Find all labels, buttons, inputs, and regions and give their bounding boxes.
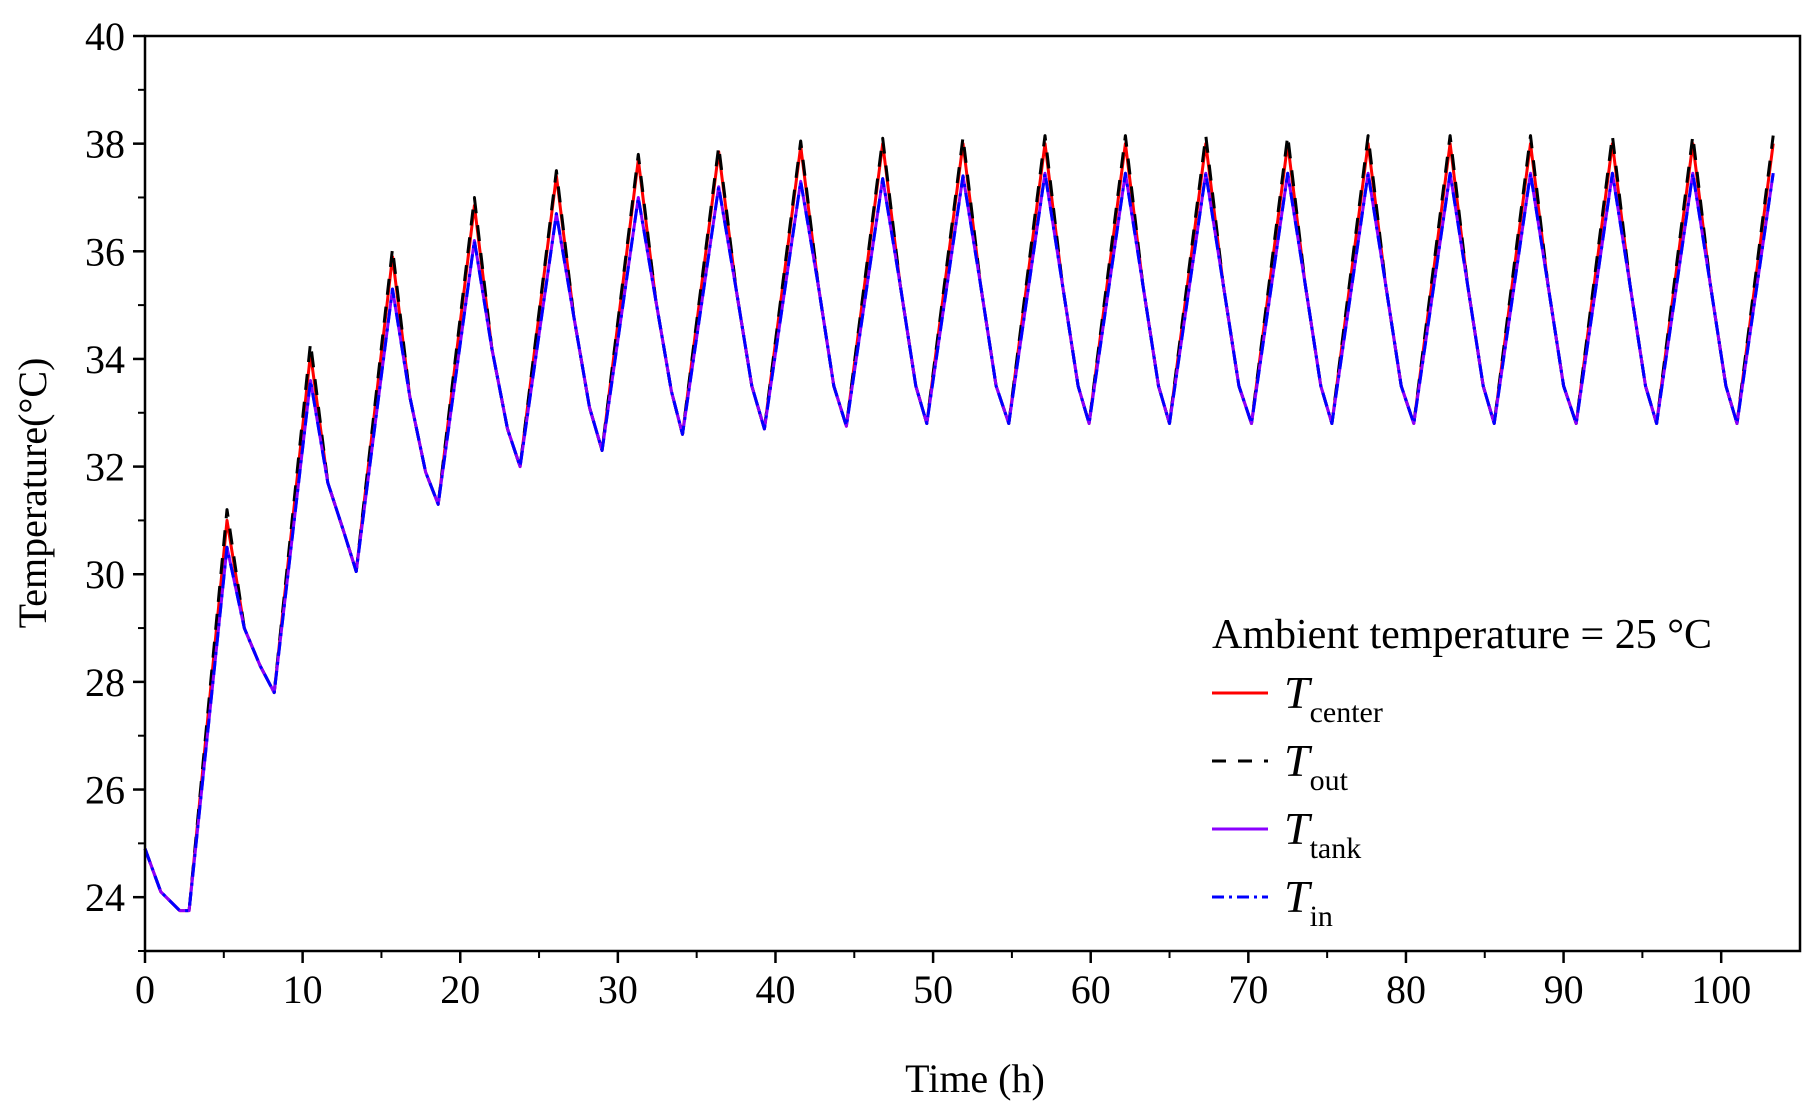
series-line-t-in	[143, 171, 1775, 913]
legend-item: Tout	[1212, 735, 1349, 797]
x-tick-label: 30	[598, 967, 638, 1012]
y-tick-label: 24	[85, 875, 125, 920]
legend-item: Tin	[1212, 871, 1333, 933]
legend-item: Tcenter	[1212, 667, 1383, 729]
legend: Ambient temperature = 25 °C TcenterToutT…	[1212, 612, 1712, 933]
series-layer	[143, 134, 1775, 913]
legend-item: Ttank	[1212, 803, 1361, 865]
x-axis-title: Time (h)	[905, 1056, 1045, 1101]
legend-label: Tcenter	[1284, 667, 1383, 729]
ticks-layer: 0 10 20 30 40 50 60 70 80 90 100 24 26 28 30 32 34 36 38 40	[85, 14, 1751, 1012]
x-tick-label: 10	[283, 967, 323, 1012]
y-tick-label: 38	[85, 122, 125, 167]
y-tick-label: 40	[85, 14, 125, 59]
y-tick-label: 34	[85, 337, 125, 382]
y-tick-label: 36	[85, 229, 125, 274]
y-tick-label: 30	[85, 552, 125, 597]
x-tick-label: 0	[135, 967, 155, 1012]
plot-frame	[143, 34, 1802, 953]
x-tick-label: 90	[1544, 967, 1584, 1012]
legend-label: Ttank	[1284, 803, 1361, 865]
axes-layer	[143, 34, 1802, 953]
y-tick-label: 28	[85, 660, 125, 705]
legend-label: Tout	[1284, 735, 1349, 797]
x-tick-label: 80	[1386, 967, 1426, 1012]
x-tick-label: 70	[1228, 967, 1268, 1012]
y-tick-label: 26	[85, 768, 125, 813]
y-axis-title: Temperature(°C)	[10, 358, 55, 629]
x-tick-label: 60	[1071, 967, 1111, 1012]
x-tick-label: 20	[440, 967, 480, 1012]
x-tick-label: 50	[913, 967, 953, 1012]
x-tick-label: 40	[755, 967, 795, 1012]
legend-label: Tin	[1284, 871, 1333, 933]
legend-title: Ambient temperature = 25 °C	[1212, 612, 1712, 658]
x-tick-label: 100	[1691, 967, 1751, 1012]
y-tick-label: 32	[85, 445, 125, 490]
